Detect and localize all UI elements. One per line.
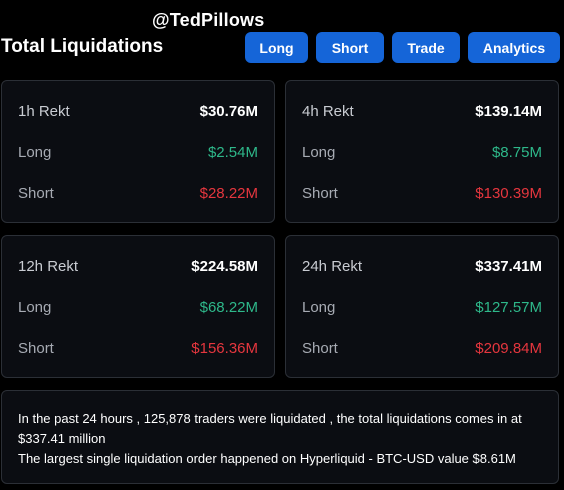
card-header-row: 1h Rekt $30.76M: [18, 103, 258, 120]
short-value: $156.36M: [191, 340, 258, 357]
card-short-row: Short $156.36M: [18, 340, 258, 357]
card-12h-rekt: 12h Rekt $224.58M Long $68.22M Short $15…: [1, 235, 275, 378]
short-label: Short: [18, 340, 54, 357]
card-header-row: 24h Rekt $337.41M: [302, 258, 542, 275]
card-total-value: $337.41M: [475, 258, 542, 275]
short-button[interactable]: Short: [316, 32, 384, 63]
card-period-label: 12h Rekt: [18, 258, 79, 275]
card-header-row: 4h Rekt $139.14M: [302, 103, 542, 120]
card-long-row: Long $127.57M: [302, 299, 542, 316]
card-24h-rekt: 24h Rekt $337.41M Long $127.57M Short $2…: [285, 235, 559, 378]
card-long-row: Long $8.75M: [302, 144, 542, 161]
page-title: Total Liquidations: [1, 36, 164, 57]
card-header-row: 12h Rekt $224.58M: [18, 258, 258, 275]
short-label: Short: [18, 185, 54, 202]
card-4h-rekt: 4h Rekt $139.14M Long $8.75M Short $130.…: [285, 80, 559, 223]
long-value: $127.57M: [475, 299, 542, 316]
long-button[interactable]: Long: [245, 32, 308, 63]
card-short-row: Short $130.39M: [302, 185, 542, 202]
short-value: $130.39M: [475, 185, 542, 202]
long-label: Long: [18, 299, 52, 316]
card-1h-rekt: 1h Rekt $30.76M Long $2.54M Short $28.22…: [1, 80, 275, 223]
card-short-row: Short $209.84M: [302, 340, 542, 357]
card-long-row: Long $68.22M: [18, 299, 258, 316]
long-label: Long: [18, 144, 52, 161]
trade-button[interactable]: Trade: [392, 32, 460, 63]
card-total-value: $139.14M: [475, 103, 542, 120]
card-short-row: Short $28.22M: [18, 185, 258, 202]
long-value: $8.75M: [491, 144, 542, 161]
short-value: $209.84M: [475, 340, 542, 357]
long-value: $2.54M: [207, 144, 258, 161]
card-total-value: $224.58M: [191, 258, 258, 275]
summary-traders-text: In the past 24 hours , 125,878 traders w…: [18, 411, 522, 446]
card-long-row: Long $2.54M: [18, 144, 258, 161]
short-label: Short: [302, 185, 338, 202]
long-label: Long: [302, 299, 336, 316]
card-period-label: 1h Rekt: [18, 103, 70, 120]
short-label: Short: [302, 340, 338, 357]
card-period-label: 24h Rekt: [302, 258, 363, 275]
analytics-button[interactable]: Analytics: [468, 32, 560, 63]
watermark-handle: @TedPillows: [152, 10, 265, 30]
liquidation-summary: In the past 24 hours , 125,878 traders w…: [1, 390, 559, 484]
short-value: $28.22M: [199, 185, 258, 202]
summary-largest-order-text: The largest single liquidation order hap…: [18, 451, 516, 466]
long-value: $68.22M: [199, 299, 258, 316]
long-label: Long: [302, 144, 336, 161]
card-period-label: 4h Rekt: [302, 103, 354, 120]
card-total-value: $30.76M: [199, 103, 258, 120]
